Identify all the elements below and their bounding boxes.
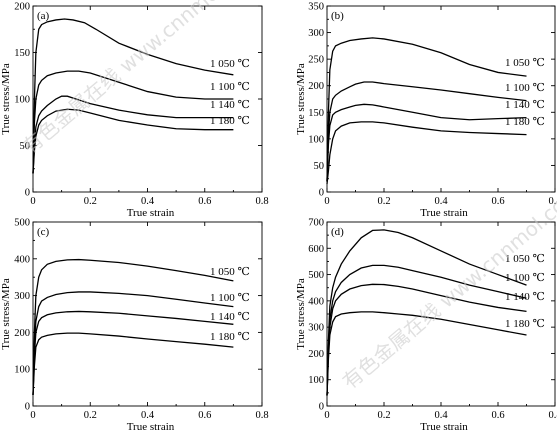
y-tick-label: 600: [308, 244, 324, 255]
x-tick-label: 0: [30, 410, 35, 421]
y-tick-label: 200: [14, 2, 30, 13]
chart-panel-3: 0 0.2 0.4 0.6 0.8 0 100 200 300 400 500 True strain…: [0, 218, 269, 430]
series-line: [32, 70, 234, 174]
y-tick-label: 0: [319, 402, 324, 413]
series-line: [326, 229, 527, 396]
y-tick-label: 0: [319, 188, 324, 199]
series-label: 1 100 ℃: [210, 292, 250, 304]
panel-label: (d): [331, 226, 344, 238]
chart-panel-2: 0 0.2 0.4 0.6 0.8 0 50 100 150 200 250 300 350 True s…: [295, 2, 557, 220]
y-axis-label: True stress/MPa: [0, 278, 12, 350]
y-tick-label: 400: [308, 296, 324, 307]
y-axis-label: True stress/MPa: [0, 63, 12, 135]
series-line: [326, 121, 527, 185]
x-tick-label: 0.4: [434, 196, 448, 207]
series-label: 1 050 ℃: [210, 266, 250, 278]
panel-label: (b): [331, 10, 344, 22]
x-axis-label: True strain: [127, 207, 175, 219]
y-tick-label: 100: [14, 95, 30, 106]
y-axis-label: True stress/MPa: [295, 63, 307, 135]
chart-panel-1: 0 0.2 0.4 0.6 0.8 0 50 100 150 200 True strain True…: [0, 2, 269, 220]
x-tick-label: 0.2: [377, 410, 390, 421]
series-label: 1 140 ℃: [210, 311, 250, 323]
y-tick-label: 50: [20, 141, 31, 152]
series-line: [32, 95, 234, 174]
y-tick-label: 500: [308, 270, 324, 281]
chart-panel-4: 0 0.2 0.4 0.6 0.8 0 100 200 300 400 500 600 700 True …: [295, 218, 557, 430]
panel-label: (a): [37, 10, 50, 22]
x-tick-label: 0.8: [548, 410, 557, 421]
series-line: [32, 291, 234, 395]
x-tick-label: 0.2: [84, 410, 97, 421]
y-tick-label: 300: [308, 28, 324, 39]
x-tick-label: 0.6: [491, 410, 504, 421]
x-tick-label: 0.8: [255, 196, 268, 207]
y-tick-label: 150: [14, 48, 30, 59]
x-tick-label: 0: [324, 410, 329, 421]
y-tick-label: 350: [308, 2, 324, 13]
x-tick-label: 0.8: [548, 196, 557, 207]
x-tick-label: 0.6: [198, 410, 211, 421]
y-tick-label: 300: [308, 323, 324, 334]
series-label: 1 050 ℃: [210, 58, 250, 70]
series-label: 1 180 ℃: [505, 318, 545, 330]
y-tick-label: 0: [25, 402, 30, 413]
series-line: [32, 310, 234, 395]
series-label: 1 180 ℃: [505, 116, 545, 128]
y-tick-label: 500: [14, 218, 30, 229]
series-line: [326, 37, 527, 182]
series-label: 1 050 ℃: [505, 253, 545, 265]
x-axis-label: True strain: [420, 207, 468, 219]
series-label: 1 180 ℃: [210, 331, 250, 343]
series-label: 1 100 ℃: [210, 81, 250, 93]
y-tick-label: 150: [308, 108, 324, 119]
x-tick-label: 0.2: [84, 196, 97, 207]
series-line: [326, 103, 527, 182]
x-tick-label: 0: [30, 196, 35, 207]
series-line: [326, 283, 527, 396]
y-tick-label: 100: [308, 134, 324, 145]
y-tick-label: 100: [308, 375, 324, 386]
x-axis-label: True strain: [127, 421, 175, 430]
y-tick-label: 0: [25, 188, 30, 199]
x-tick-label: 0.4: [141, 196, 155, 207]
y-tick-label: 700: [308, 218, 324, 229]
series-line: [326, 264, 527, 396]
x-axis-label: True strain: [420, 421, 468, 430]
y-tick-label: 200: [14, 328, 30, 339]
x-tick-label: 0.4: [434, 410, 448, 421]
y-tick-label: 50: [314, 161, 325, 172]
series-line: [32, 332, 234, 395]
y-tick-label: 300: [14, 291, 30, 302]
y-tick-label: 200: [308, 349, 324, 360]
x-tick-label: 0.8: [255, 410, 268, 421]
x-tick-label: 0.4: [141, 410, 155, 421]
watermark-text: 有色金属在线 www.cnnmol.com: [18, 0, 265, 159]
panel-label: (c): [37, 226, 50, 238]
y-tick-label: 400: [14, 254, 30, 265]
series-label: 1 140 ℃: [505, 291, 545, 303]
series-label: 1 140 ℃: [505, 99, 545, 111]
series-line: [32, 18, 234, 174]
x-tick-label: 0.2: [377, 196, 390, 207]
series-label: 1 100 ℃: [505, 82, 545, 94]
x-tick-label: 0: [324, 196, 329, 207]
y-axis-label: True stress/MPa: [295, 278, 307, 350]
x-tick-label: 0.6: [491, 196, 504, 207]
y-tick-label: 200: [308, 81, 324, 92]
series-label: 1 180 ℃: [210, 115, 250, 127]
series-label: 1 140 ℃: [210, 99, 250, 111]
x-tick-label: 0.6: [198, 196, 211, 207]
series-line: [326, 81, 527, 182]
y-tick-label: 100: [14, 365, 30, 376]
series-line: [326, 311, 527, 396]
series-line: [32, 258, 234, 395]
series-label: 1 100 ℃: [505, 272, 545, 284]
series-line: [32, 108, 234, 174]
y-tick-label: 250: [308, 55, 324, 66]
series-label: 1 050 ℃: [505, 57, 545, 69]
